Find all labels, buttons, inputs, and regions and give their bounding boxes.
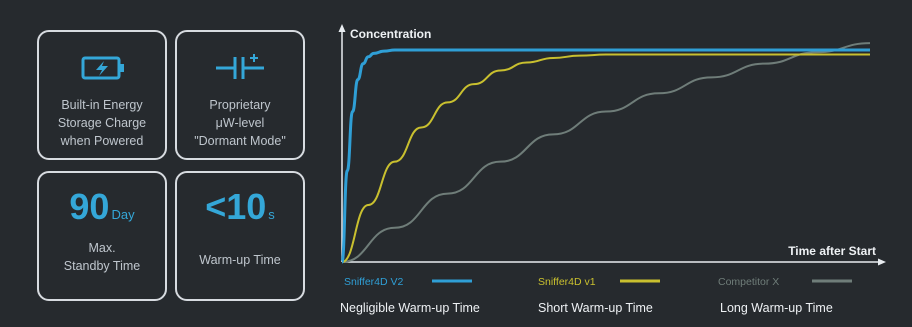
series-layer [340,42,871,264]
x-axis-label: Time after Start [788,244,876,258]
y-axis-label: Concentration [350,27,431,41]
y-axis-arrow [338,24,346,32]
warmup-value: <10 s [205,186,275,227]
feature-card-warmup-time: <10 s Warm-up Time [175,171,305,301]
legend-item-v2: Sniffer4D V2 Negligible Warm-up Time [340,276,480,315]
battery-charging-icon [81,56,124,80]
chart-axes: Concentration Time after Start [338,24,886,266]
standby-value: 90 Day [69,186,135,227]
series-line-competitor-x [341,42,871,263]
legend: Sniffer4D V2 Negligible Warm-up Time Sni… [340,276,852,315]
feature-card-standby-time: 90 Day Max. Standby Time [37,171,167,301]
legend-label: Competitor X [718,276,779,288]
legend-label: Sniffer4D v1 [538,276,596,288]
series-line-sniffer4d-v2 [340,48,870,264]
feature-card-dormant-mode: Proprietary μW-level "Dormant Mode" [175,30,305,160]
feature-text: Max. Standby Time [63,241,141,273]
feature-text: Proprietary μW-level "Dormant Mode" [194,98,286,148]
feature-text: Warm-up Time [199,253,281,267]
legend-description: Negligible Warm-up Time [340,301,480,315]
legend-description: Short Warm-up Time [538,301,653,315]
feature-text: Built-in Energy Storage Charge when Powe… [57,98,147,148]
feature-card-energy-storage: Built-in Energy Storage Charge when Powe… [37,30,167,160]
series-line-sniffer4d-v1 [341,53,870,263]
legend-item-competitor: Competitor X Long Warm-up Time [718,276,852,315]
legend-item-v1: Sniffer4D v1 Short Warm-up Time [538,276,660,315]
capacitor-icon [216,54,264,79]
warmup-chart: Concentration Time after Start Sniffer4D… [338,24,886,315]
legend-description: Long Warm-up Time [720,301,833,315]
x-axis-arrow [878,258,886,266]
legend-label: Sniffer4D V2 [344,276,403,288]
